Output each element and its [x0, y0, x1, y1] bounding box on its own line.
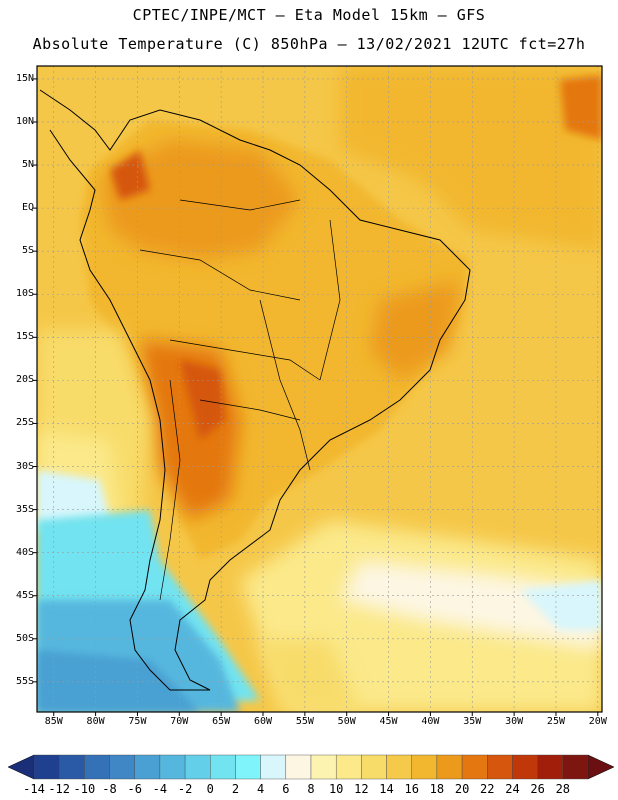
colorbar-swatch	[537, 754, 564, 780]
lon-label: 70W	[170, 716, 189, 727]
colorbar-swatch	[487, 754, 513, 780]
colorbar-label: 4	[257, 782, 265, 796]
colorbar-swatch	[159, 754, 186, 780]
colorbar-label: 6	[282, 782, 290, 796]
colorbar-swatch	[310, 754, 337, 780]
lon-label: 50W	[337, 716, 356, 727]
lat-label: 45S	[15, 589, 34, 601]
lat-label: 5N	[21, 159, 34, 171]
colorbar-swatch	[386, 754, 412, 780]
lat-lon-grid	[37, 66, 602, 712]
colorbar-swatch	[335, 754, 362, 780]
lon-label: 60W	[253, 716, 273, 727]
colorbar-label: 28	[555, 782, 571, 796]
lon-label: 40W	[421, 716, 440, 727]
colorbar-label: 20	[454, 782, 470, 796]
lat-label: 10S	[15, 288, 34, 300]
colorbar-label: 22	[480, 782, 495, 796]
colorbar-swatch	[361, 754, 387, 780]
map-title: CPTEC/INPE/MCT — Eta Model 15km — GFS	[132, 6, 486, 24]
colorbar-label: 14	[379, 782, 394, 796]
colorbar-swatch	[210, 754, 236, 780]
lat-label: 50S	[15, 632, 34, 644]
lon-label: 20W	[588, 716, 607, 727]
colorbar-swatch	[134, 754, 161, 780]
lat-label: 10N	[15, 115, 34, 127]
lat-label: 5S	[21, 245, 34, 257]
colorbar-swatch	[461, 754, 488, 780]
colorbar-label: -8	[102, 782, 117, 796]
lon-label: 25W	[546, 716, 565, 727]
lat-label: 35S	[15, 503, 34, 515]
country-borders	[139, 199, 341, 601]
lon-label: 45W	[379, 716, 398, 727]
colorbar-swatch	[411, 754, 438, 780]
lon-label: 85W	[44, 716, 63, 727]
lat-label: 55S	[15, 675, 34, 687]
colorbar-label: 24	[505, 782, 520, 796]
lat-label: 15N	[15, 72, 34, 84]
lat-label: EQ	[21, 202, 34, 214]
lon-label: 65W	[212, 716, 231, 727]
colorbar-swatch	[33, 754, 60, 780]
colorbar-label: -14	[23, 782, 45, 796]
axis-ticks	[33, 78, 599, 716]
map-frame	[36, 65, 603, 713]
lon-label: 75W	[128, 716, 147, 727]
lat-label: 30S	[15, 460, 34, 472]
colorbar-swatch	[109, 754, 135, 780]
colorbar-label: -2	[177, 782, 193, 796]
lat-label: 25S	[15, 417, 34, 429]
lon-label: 80W	[86, 716, 105, 727]
colorbar-label: 2	[231, 782, 240, 796]
colorbar-label: 16	[404, 782, 419, 796]
lon-label: 35W	[463, 716, 482, 727]
lat-label: 20S	[15, 374, 34, 386]
colorbar-label: 26	[530, 782, 545, 796]
colorbar-swatch	[285, 754, 312, 780]
colorbar-label: -6	[127, 782, 142, 796]
colorbar-label: -12	[48, 782, 71, 796]
colorbar-label: -10	[73, 782, 96, 796]
lat-label: 40S	[15, 546, 34, 558]
colorbar-swatch	[184, 754, 211, 780]
colorbar-swatch	[84, 754, 110, 780]
map-subtitle: Absolute Temperature (C) 850hPa — 13/02/…	[32, 35, 586, 53]
colorbar-swatch	[512, 754, 538, 780]
colorbar-label: -4	[152, 782, 168, 796]
colorbar-swatch	[58, 754, 85, 780]
lon-label: 55W	[295, 716, 314, 727]
colorbar-label: 8	[307, 782, 315, 796]
colorbar-label: 10	[328, 782, 344, 796]
coastline	[39, 89, 471, 691]
colorbar-under-arrow	[7, 754, 35, 780]
colorbar-swatch	[562, 754, 589, 780]
colorbar-label: 18	[429, 782, 445, 796]
colorbar-swatch	[260, 754, 287, 780]
colorbar-swatch	[436, 754, 463, 780]
lon-label: 30W	[505, 716, 524, 727]
colorbar-label: 12	[354, 782, 369, 796]
colorbar-swatch	[235, 754, 261, 780]
colorbar-over-arrow	[587, 754, 615, 780]
temperature-field	[37, 66, 602, 712]
colorbar-label: 0	[206, 782, 214, 796]
lat-label: 15S	[15, 331, 34, 343]
